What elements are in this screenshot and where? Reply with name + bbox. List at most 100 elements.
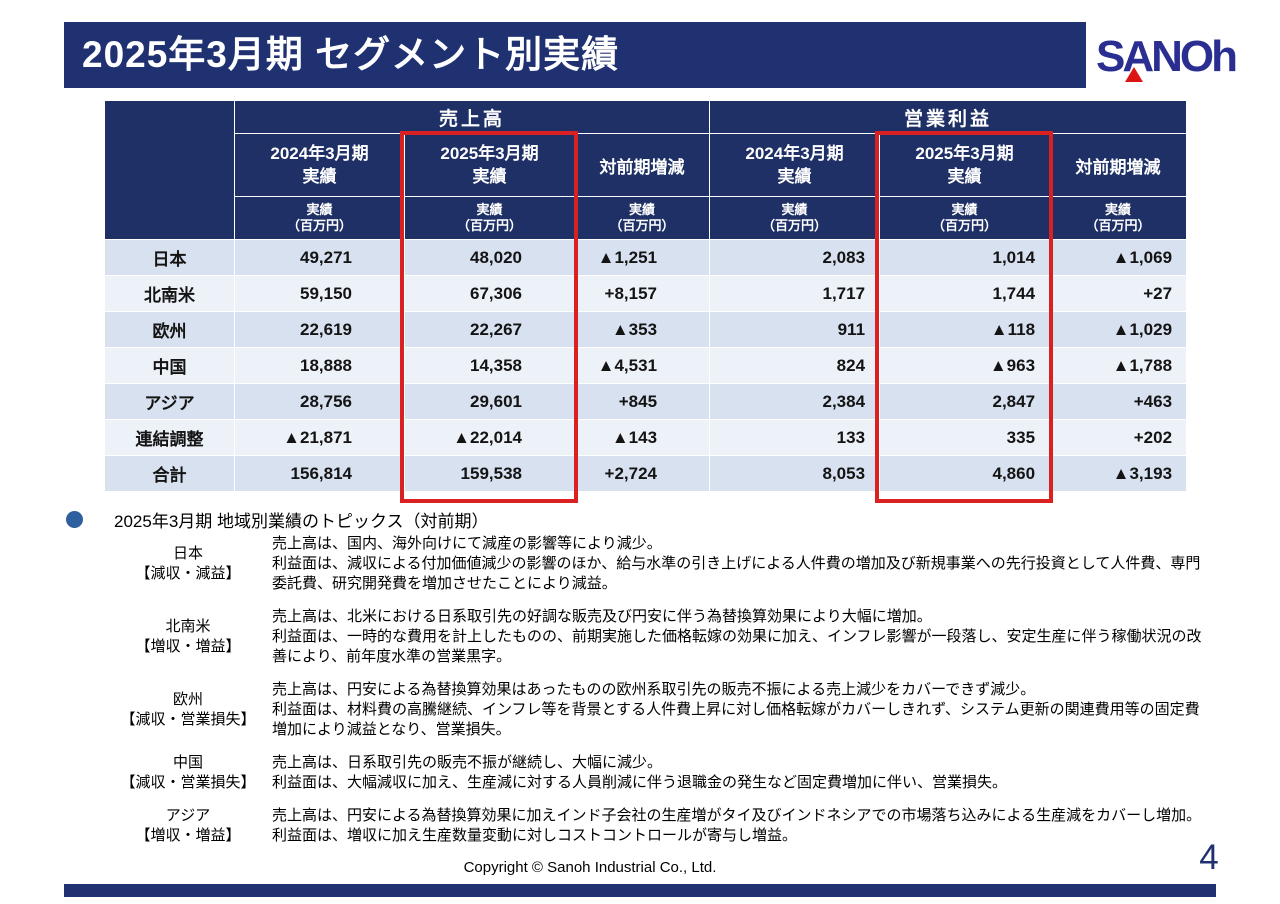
topic-text: 売上高は、北米における日系取引先の好調な販売及び円安に伴う為替換算効果により大幅… xyxy=(272,607,1214,667)
col-header-sales-fy2025: 2025年3月期 実績 xyxy=(404,133,575,197)
group-header-operating-profit: 営業利益 xyxy=(709,100,1188,134)
region-tag: 【増収・増益】 xyxy=(135,827,241,844)
cell-value: 156,814 xyxy=(234,455,405,492)
region-name: 日本 xyxy=(172,545,203,562)
cell-value: 49,271 xyxy=(234,239,405,276)
unit-header: 実績 （百万円） xyxy=(573,196,711,240)
cell-value: 1,744 xyxy=(879,275,1051,312)
cell-value: +8,157 xyxy=(573,275,711,312)
cell-value: 2,083 xyxy=(709,239,881,276)
unit-header: 実績 （百万円） xyxy=(234,196,405,240)
col-header-sales-diff: 対前期増減 xyxy=(573,133,711,197)
region-name: 北南米 xyxy=(165,618,211,635)
cell-value: 1,717 xyxy=(709,275,881,312)
region-tag: 【減収・減益】 xyxy=(135,565,241,582)
footer-bar xyxy=(64,884,1216,897)
topic-text: 売上高は、円安による為替換算効果はあったものの欧州系取引先の販売不振による売上減… xyxy=(272,680,1214,740)
page-number: 4 xyxy=(1199,838,1219,877)
cell-value: ▲1,069 xyxy=(1049,239,1188,276)
cell-value: 67,306 xyxy=(404,275,575,312)
cell-value: 22,267 xyxy=(404,311,575,348)
header-line: 実績 xyxy=(781,202,808,217)
row-label: アジア xyxy=(104,383,235,420)
table-row-china: 中国 18,888 14,358 ▲4,531 824 ▲963 ▲1,788 xyxy=(104,347,1188,384)
topic-text: 売上高は、日系取引先の販売不振が継続し、大幅に減少。 利益面は、大幅減収に加え、… xyxy=(272,753,1214,793)
header-line: 2025年3月期 xyxy=(915,144,1014,163)
col-header-sales-fy2024: 2024年3月期 実績 xyxy=(234,133,405,197)
header-line: 実績 xyxy=(951,202,978,217)
row-label: 合計 xyxy=(104,455,235,492)
header-line: 実績 xyxy=(306,202,333,217)
header-line: 2025年3月期 xyxy=(440,144,539,163)
cell-value: 1,014 xyxy=(879,239,1051,276)
table-row-japan: 日本 49,271 48,020 ▲1,251 2,083 1,014 ▲1,0… xyxy=(104,239,1188,276)
topic-sales-line: 売上高は、円安による為替換算効果に加えインド子会社の生産増がタイ及びインドネシア… xyxy=(272,807,1202,824)
topic-text: 売上高は、円安による為替換算効果に加えインド子会社の生産増がタイ及びインドネシア… xyxy=(272,806,1214,846)
table-row-north-south-america: 北南米 59,150 67,306 +8,157 1,717 1,744 +27 xyxy=(104,275,1188,312)
topic-text: 売上高は、国内、海外向けにて減産の影響等により減少。 利益面は、減収による付加価… xyxy=(272,534,1214,594)
cell-value: 8,053 xyxy=(709,455,881,492)
col-header-profit-fy2025: 2025年3月期 実績 xyxy=(879,133,1051,197)
copyright-text: Copyright © Sanoh Industrial Co., Ltd. xyxy=(463,859,717,876)
cell-value: 159,538 xyxy=(404,455,575,492)
period-header-row: 2024年3月期 実績 2025年3月期 実績 対前期増減 2024年3月期 実… xyxy=(105,133,1188,197)
cell-value: ▲143 xyxy=(573,419,711,456)
row-label: 欧州 xyxy=(104,311,235,348)
topic-profit-line: 利益面は、一時的な費用を計上したものの、前期実施した価格転嫁の効果に加え、インフ… xyxy=(272,628,1202,665)
row-label: 日本 xyxy=(104,239,235,276)
topic-japan: 日本 【減収・減益】 売上高は、国内、海外向けにて減産の影響等により減少。 利益… xyxy=(104,534,1214,594)
topic-profit-line: 利益面は、減収による付加価値減少の影響のほか、給与水準の引き上げによる人件費の増… xyxy=(272,555,1201,592)
cell-value: ▲1,251 xyxy=(573,239,711,276)
region-name: 欧州 xyxy=(172,691,203,708)
cell-value: 29,601 xyxy=(404,383,575,420)
header-line: 実績 xyxy=(472,167,507,186)
cell-value: +27 xyxy=(1049,275,1188,312)
cell-value: 2,384 xyxy=(709,383,881,420)
cell-value: 59,150 xyxy=(234,275,405,312)
cell-value: ▲1,788 xyxy=(1049,347,1188,384)
cell-value: 133 xyxy=(709,419,881,456)
cell-value: 824 xyxy=(709,347,881,384)
row-label: 連結調整 xyxy=(104,419,235,456)
topic-profit-line: 利益面は、大幅減収に加え、生産減に対する人員削減に伴う退職金の発生など固定費増加… xyxy=(272,774,1008,791)
header-line: （百万円） xyxy=(456,218,522,233)
cell-value: 18,888 xyxy=(234,347,405,384)
topic-europe: 欧州 【減収・営業損失】 売上高は、円安による為替換算効果はあったものの欧州系取… xyxy=(104,680,1214,740)
header-line: 実績 xyxy=(1105,202,1132,217)
topics-heading-row: 2025年3月期 地域別業績のトピックス（対前期） xyxy=(66,507,489,532)
cell-value: 335 xyxy=(879,419,1051,456)
cell-value: 48,020 xyxy=(404,239,575,276)
results-table: 売上高 営業利益 2024年3月期 実績 2025年3月期 実績 対前期増減 2… xyxy=(104,100,1188,492)
col-header-profit-diff: 対前期増減 xyxy=(1049,133,1188,197)
region-name: アジア xyxy=(165,807,211,824)
header-line: （百万円） xyxy=(762,218,828,233)
topic-profit-line: 利益面は、増収に加え生産数量変動に対しコストコントロールが寄与し増益。 xyxy=(272,827,798,844)
cell-value: ▲963 xyxy=(879,347,1051,384)
header-line: 実績 xyxy=(476,202,503,217)
cell-value: 28,756 xyxy=(234,383,405,420)
topics-heading: 2025年3月期 地域別業績のトピックス（対前期） xyxy=(114,512,489,531)
bullet-circle-icon xyxy=(66,511,83,528)
logo-red-triangle-icon xyxy=(1125,67,1143,82)
cell-value: ▲4,531 xyxy=(573,347,711,384)
topic-sales-line: 売上高は、円安による為替換算効果はあったものの欧州系取引先の販売不振による売上減… xyxy=(272,681,1036,698)
cell-value: 2,847 xyxy=(879,383,1051,420)
col-header-profit-fy2024: 2024年3月期 実績 xyxy=(709,133,881,197)
topic-china: 中国 【減収・営業損失】 売上高は、日系取引先の販売不振が継続し、大幅に減少。 … xyxy=(104,753,1214,793)
group-header-sales: 売上高 xyxy=(233,100,711,134)
cell-value: ▲22,014 xyxy=(404,419,575,456)
topic-region-label: 中国 【減収・営業損失】 xyxy=(104,753,272,793)
table-row-europe: 欧州 22,619 22,267 ▲353 911 ▲118 ▲1,029 xyxy=(104,311,1188,348)
topic-asia: アジア 【増収・増益】 売上高は、円安による為替換算効果に加えインド子会社の生産… xyxy=(104,806,1214,846)
segment-results-table: 売上高 営業利益 2024年3月期 実績 2025年3月期 実績 対前期増減 2… xyxy=(104,100,1188,503)
topic-north-south-america: 北南米 【増収・増益】 売上高は、北米における日系取引先の好調な販売及び円安に伴… xyxy=(104,607,1214,667)
topic-profit-line: 利益面は、材料費の高騰継続、インフレ等を背景とする人件費上昇に対し価格転嫁がカバ… xyxy=(272,701,1200,738)
group-header-row: 売上高 営業利益 xyxy=(104,100,1188,240)
cell-value: 4,860 xyxy=(879,455,1051,492)
unit-header: 実績 （百万円） xyxy=(404,196,575,240)
topic-sales-line: 売上高は、北米における日系取引先の好調な販売及び円安に伴う為替換算効果により大幅… xyxy=(272,608,932,625)
cell-value: 22,619 xyxy=(234,311,405,348)
header-line: （百万円） xyxy=(1085,218,1151,233)
header-line: （百万円） xyxy=(932,218,998,233)
header-line: 実績 xyxy=(777,167,812,186)
